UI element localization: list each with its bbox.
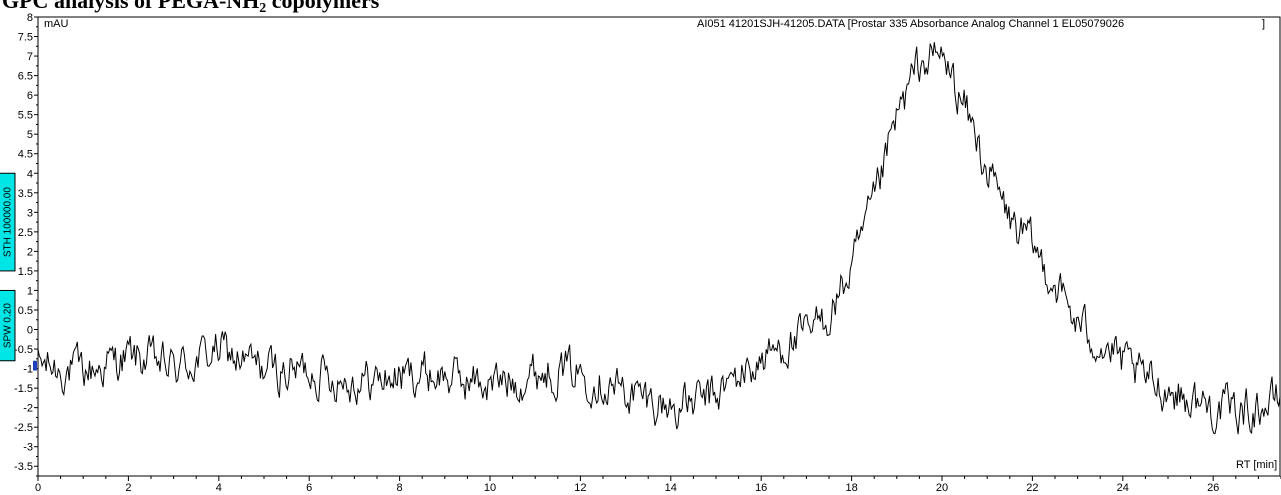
chromatogram-trace [37, 42, 1281, 435]
x-tick-label: 8 [397, 482, 403, 494]
x-tick-label: 2 [125, 482, 131, 494]
y-tick-label: 2 [27, 246, 33, 258]
y-tick-label: 0 [27, 325, 33, 337]
y-tick-label: 5 [27, 129, 33, 141]
x-tick-label: 6 [306, 482, 312, 494]
x-tick-label: 4 [216, 482, 222, 494]
x-tick-label: 24 [1117, 482, 1129, 494]
axes-group: 8 7.5 7 6.5 6 5.5 5 4.5 4 3.5 3 2.5 2 1.5 1 0.5 0 -0.5 -1 -… [14, 12, 1281, 494]
y-tick-label: 4.5 [18, 149, 33, 161]
plot-frame [37, 16, 1281, 477]
y-tick-label: 8 [27, 12, 33, 24]
y-tick-label: 4 [27, 168, 33, 180]
y-axis-unit-label: mAU [44, 18, 69, 30]
y-tick-label: -1 [23, 364, 33, 376]
data-file-label: AI051 41201SJH-41205.DATA [Prostar 335 A… [697, 18, 1124, 30]
y-tick-label: -0.5 [14, 344, 33, 356]
chart-title: GPC analysis of PEGA-NH2 copolymers [2, 0, 380, 16]
marker-box [0, 172, 16, 272]
baseline-marker [33, 360, 37, 371]
x-tick-label: 0 [35, 482, 41, 494]
x-tick-label: 18 [845, 482, 857, 494]
y-tick-label: 2.5 [18, 227, 33, 239]
x-tick-label: 14 [665, 482, 677, 494]
marker-label: SPW 0.20 [3, 303, 14, 348]
y-tick-label: -3.5 [14, 461, 33, 473]
y-tick-label: -3 [23, 442, 33, 454]
y-tick-label: 6.5 [18, 71, 33, 83]
y-tick-label: -1.5 [14, 383, 33, 395]
x-tick-label: 26 [1207, 482, 1219, 494]
series-group [37, 42, 1281, 435]
x-axis-unit-label: RT [min] [1236, 459, 1277, 471]
marker-label: STH 100000.00 [3, 187, 14, 257]
y-tick-label: 1 [27, 285, 33, 297]
x-tick-label: 10 [484, 482, 496, 494]
y-tick-label: 0.5 [18, 305, 33, 317]
marker-box [0, 289, 16, 362]
x-tick-label: 22 [1026, 482, 1038, 494]
y-tick-label: 3.5 [18, 188, 33, 200]
data-file-label-bracket: ] [1262, 18, 1265, 30]
y-tick-label: 5.5 [18, 110, 33, 122]
x-tick-label: 20 [936, 482, 948, 494]
y-tick-label: 3 [27, 207, 33, 219]
y-tick-label: 6 [27, 90, 33, 102]
y-tick-label: 1.5 [18, 266, 33, 278]
x-tick-label: 16 [755, 482, 767, 494]
y-tick-label: 7 [27, 51, 33, 63]
y-tick-label: -2.5 [14, 422, 33, 434]
y-tick-label: -2 [23, 403, 33, 415]
marker-group: STH 100000.00 SPW 0.20 [0, 172, 37, 371]
y-tick-label: 7.5 [18, 32, 33, 44]
x-tick-label: 12 [574, 482, 586, 494]
